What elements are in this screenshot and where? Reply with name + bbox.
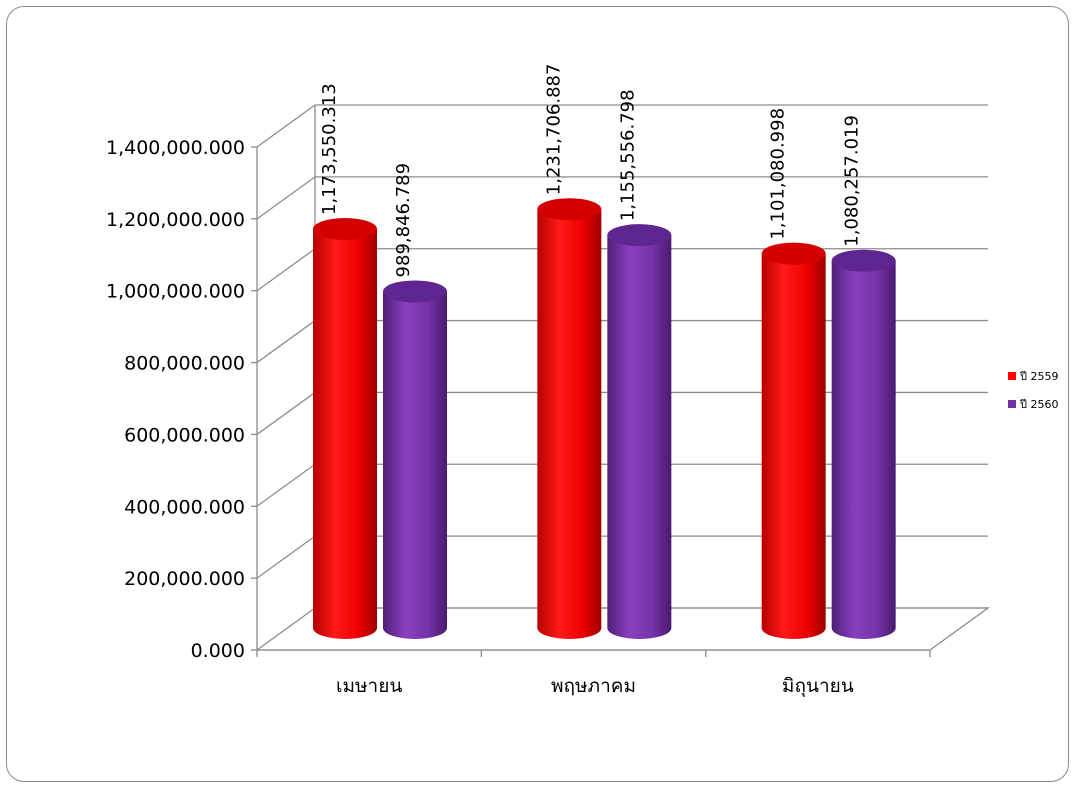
bar [831, 249, 896, 639]
bar-top [537, 198, 602, 221]
y-tick-label: 600,000.000 [124, 424, 245, 446]
legend-label: ปี 2560 [1019, 398, 1059, 411]
bar-body [383, 291, 447, 639]
x-category-label: พฤษภาคม [551, 675, 636, 697]
data-labels: 1,173,550.313 989,846.789 1,231,706.887 1,1… [319, 64, 863, 278]
x-category-label: เมษายน [336, 675, 402, 697]
gridline-side [256, 248, 316, 292]
y-tick-label: 1,200,000.000 [106, 209, 245, 231]
gridline-side [256, 607, 316, 651]
bar-body [537, 209, 602, 639]
axes [251, 146, 931, 657]
data-label: 1,101,080.998 [768, 108, 789, 240]
bar-top [607, 224, 672, 247]
bar-top [313, 217, 377, 240]
x-axis-category-labels: เมษายน พฤษภาคม มิถุนายน [336, 675, 854, 698]
bar-body [761, 253, 826, 640]
bar [607, 224, 672, 639]
bar-top [761, 242, 826, 265]
y-axis-tick-labels: 0.000 200,000.000 400,000.000 600,000.000 80… [106, 137, 245, 662]
gridline-side [256, 391, 316, 435]
gridline-side [256, 535, 316, 579]
y-tick-label: 800,000.000 [124, 353, 245, 375]
gridline-side [256, 104, 316, 148]
x-category-label: มิถุนายน [782, 675, 854, 698]
legend-swatch [1008, 400, 1016, 408]
bar [313, 217, 377, 639]
bar-body [607, 235, 672, 639]
data-label: 1,080,257.019 [842, 115, 863, 247]
y-tick-label: 1,400,000.000 [106, 137, 245, 159]
gridline-side [256, 320, 316, 364]
y-tick-label: 0.000 [191, 640, 245, 662]
legend: ปี 2559 ปี 2560 [1008, 370, 1058, 411]
bar-top [383, 280, 447, 303]
bar-top [831, 249, 896, 272]
data-label: 1,173,550.313 [319, 83, 340, 215]
y-tick-label: 400,000.000 [124, 496, 245, 518]
bar [383, 280, 447, 639]
data-label: 989,846.789 [393, 163, 414, 278]
y-tick-label: 1,000,000.000 [106, 281, 245, 303]
data-label: 1,155,556.798 [617, 89, 638, 221]
gridline-side [256, 463, 316, 507]
legend-label: ปี 2559 [1019, 370, 1059, 383]
bar [761, 242, 826, 640]
y-tick-label: 200,000.000 [124, 568, 245, 590]
data-label: 1,231,706.887 [543, 64, 564, 196]
bar [537, 198, 602, 639]
legend-swatch [1008, 372, 1016, 380]
bar-body [831, 260, 896, 639]
bar-body [313, 228, 377, 639]
bars [313, 198, 896, 640]
gridline-side [256, 176, 316, 220]
